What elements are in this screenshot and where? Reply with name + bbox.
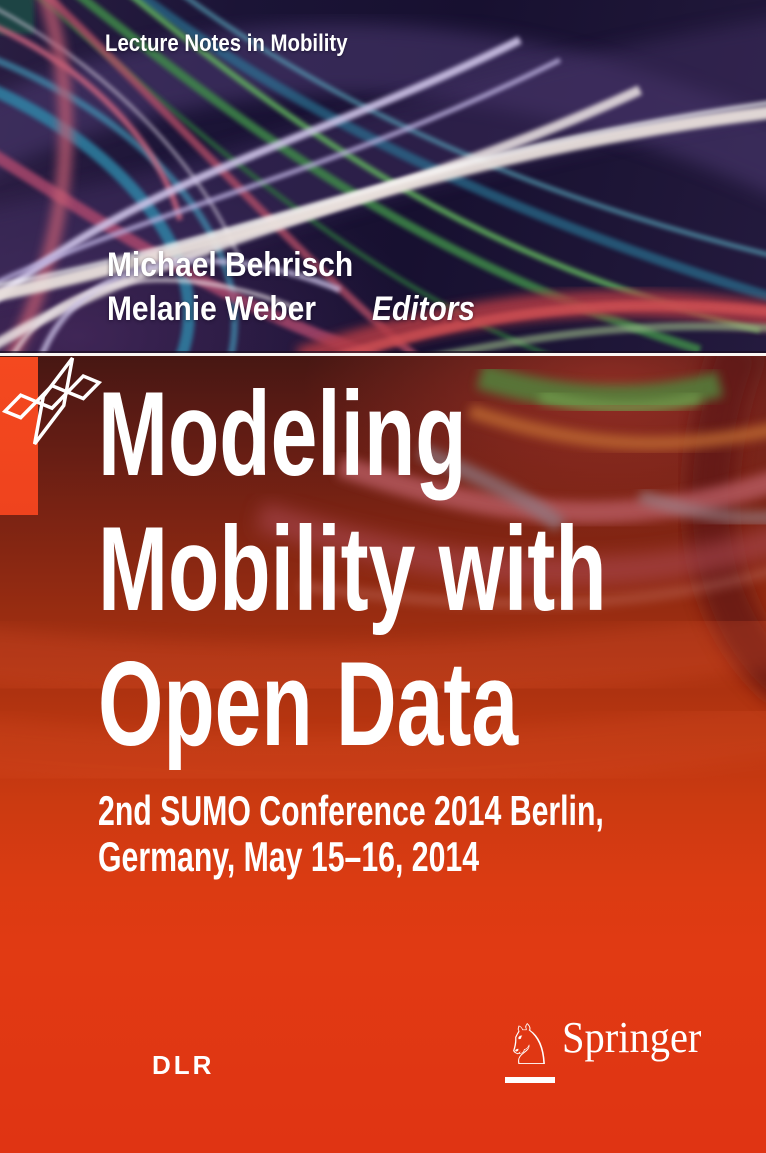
springer-knight-icon: ♘ bbox=[503, 1013, 555, 1078]
cover-top-art: Lecture Notes in Mobility Michael Behris… bbox=[0, 0, 766, 354]
series-title: Lecture Notes in Mobility bbox=[105, 29, 390, 59]
springer-underline bbox=[505, 1077, 555, 1083]
title-line-2: Mobility with bbox=[98, 502, 607, 636]
editor-line-2: Melanie Weber Editors bbox=[107, 287, 490, 331]
title-line-3: Open Data bbox=[98, 637, 519, 771]
light-streaks-artwork bbox=[0, 0, 766, 354]
cover-bottom: Modeling Mobility with Open Data 2nd SUM… bbox=[0, 356, 766, 1153]
dlr-logo-label: DLR bbox=[152, 1050, 215, 1080]
editor-name-1: Michael Behrisch bbox=[107, 246, 354, 284]
divider-line bbox=[0, 353, 766, 356]
subtitle-line-1: 2nd SUMO Conference 2014 Berlin, bbox=[98, 787, 604, 834]
book-title: Modeling Mobility with Open Data bbox=[98, 367, 766, 772]
springer-logo: ♘ Springer bbox=[496, 1013, 726, 1096]
title-line-1: Modeling bbox=[98, 367, 467, 501]
book-subtitle: 2nd SUMO Conference 2014 Berlin, Germany… bbox=[98, 788, 766, 880]
editors-block: Michael Behrisch Melanie Weber Editors bbox=[107, 243, 490, 331]
dlr-logo-icon bbox=[1, 356, 103, 445]
editor-name-2: Melanie Weber bbox=[107, 290, 316, 328]
series-title-text: Lecture Notes in Mobility bbox=[105, 30, 348, 57]
accent-bar bbox=[0, 357, 38, 515]
editors-role-label: Editors bbox=[372, 290, 476, 328]
red-swirl-artwork bbox=[0, 356, 766, 794]
springer-wordmark: Springer bbox=[562, 1013, 702, 1062]
subtitle-line-2: Germany, May 15–16, 2014 bbox=[98, 833, 480, 880]
